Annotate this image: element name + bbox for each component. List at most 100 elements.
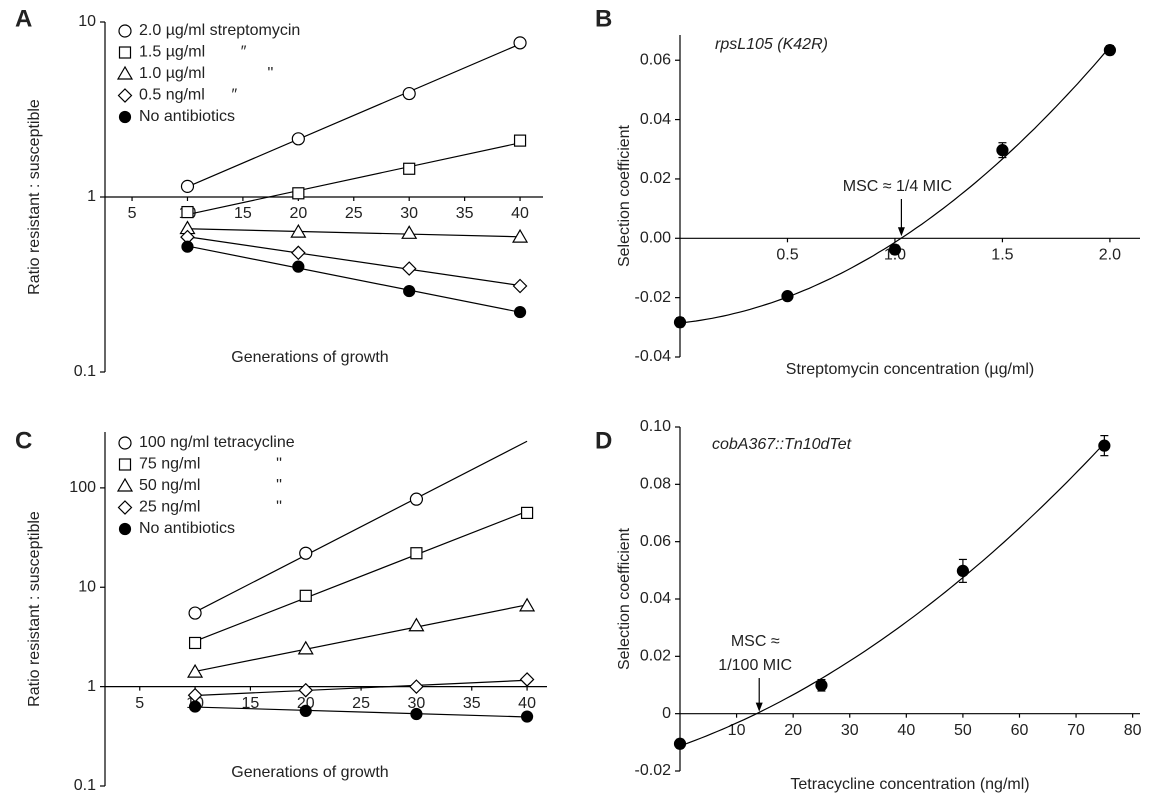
x-tick-label: 80 (1124, 722, 1142, 739)
marker (292, 187, 305, 200)
subtitle: rpsL105 (K42R) (715, 36, 828, 53)
legend-label: 25 ng/ml '' (139, 499, 282, 516)
panel-label: B (595, 5, 612, 32)
x-tick-label: 50 (954, 722, 972, 739)
marker (299, 589, 312, 602)
annotation: 1/100 MIC (718, 657, 792, 674)
y-axis-title: Selection coefficient (616, 527, 633, 670)
marker (403, 162, 416, 175)
x-tick-label: 40 (518, 695, 536, 712)
subtitle: cobA367::Tn10dTet (712, 436, 852, 453)
x-tick-label: 25 (345, 205, 363, 222)
marker (297, 640, 314, 655)
trend-line (194, 510, 528, 642)
marker (188, 700, 202, 713)
arrow-head (897, 227, 905, 237)
legend-marker (116, 477, 134, 492)
x-tick-label: 35 (456, 205, 474, 222)
trend-line (187, 236, 521, 287)
legend-marker (116, 65, 134, 80)
trend-line (194, 440, 528, 613)
marker (520, 710, 534, 723)
trend-line (195, 706, 528, 718)
x-tick-label: 70 (1067, 722, 1085, 739)
marker (1103, 44, 1117, 57)
marker (512, 278, 528, 294)
marker (410, 707, 423, 721)
x-tick-label: 40 (897, 722, 915, 739)
y-tick-label: -0.02 (635, 762, 672, 779)
marker (1098, 439, 1111, 452)
marker (409, 679, 424, 694)
marker (815, 679, 828, 692)
trend-line (187, 142, 521, 216)
y-tick-label: 0.02 (640, 648, 671, 665)
panel-label: D (595, 427, 612, 454)
marker (298, 682, 314, 698)
marker (290, 245, 306, 261)
y-tick-label: 0.00 (640, 230, 671, 247)
marker (956, 564, 970, 578)
marker (292, 260, 305, 273)
x-tick-label: 20 (289, 205, 307, 222)
marker (512, 228, 529, 243)
legend-label: 100 ng/ml tetracycline (139, 434, 295, 451)
marker (402, 86, 416, 101)
y-tick-label: 0.08 (640, 476, 671, 493)
y-tick-label: 1 (87, 678, 96, 695)
x-tick-label: 2.0 (1099, 247, 1121, 264)
marker (299, 704, 312, 717)
annotation: MSC ≈ 1/4 MIC (843, 178, 952, 195)
marker (188, 636, 202, 650)
y-tick-label: 0.10 (640, 418, 671, 435)
x-tick-label: 5 (135, 695, 144, 712)
y-tick-label: 0.06 (640, 51, 671, 68)
y-tick-label: 0.02 (640, 170, 671, 187)
x-tick-label: 15 (234, 205, 252, 222)
marker (187, 663, 204, 678)
legend-marker (117, 88, 133, 103)
x-axis-title: Generations of growth (231, 349, 388, 366)
x-axis-title: Tetracycline concentration (ng/ml) (790, 776, 1029, 793)
legend-marker (117, 500, 133, 515)
marker (410, 547, 423, 560)
legend-label: 1.0 µg/ml '' (139, 65, 273, 82)
arrow-head (755, 702, 763, 712)
y-tick-label: 0.06 (640, 533, 671, 550)
x-tick-label: 30 (400, 205, 418, 222)
legend-label: 1.5 µg/ml ″ (139, 44, 247, 61)
y-tick-label: 0.04 (640, 590, 671, 607)
marker (408, 617, 425, 632)
legend-marker (118, 24, 132, 38)
y-tick-label: 100 (69, 479, 96, 496)
legend-marker (118, 458, 132, 471)
legend-marker (118, 110, 132, 124)
y-axis-title: Selection coefficient (616, 124, 633, 267)
x-tick-label: 10 (728, 722, 746, 739)
marker (401, 261, 417, 276)
x-tick-label: 35 (463, 695, 481, 712)
fit-curve (679, 46, 1111, 324)
trend-line (187, 43, 521, 188)
marker (513, 305, 527, 319)
legend-label: No antibiotics (139, 108, 235, 125)
x-tick-label: 30 (408, 695, 426, 712)
y-axis-title: Ratio resistant : susceptible (26, 99, 43, 295)
x-tick-label: 0.5 (776, 247, 798, 264)
marker (519, 672, 535, 687)
marker (401, 225, 418, 239)
y-tick-label: 0.04 (640, 111, 671, 128)
fit-curve (679, 442, 1105, 747)
y-tick-label: -0.02 (635, 289, 672, 306)
marker (181, 205, 194, 219)
marker (520, 506, 534, 520)
legend-marker (118, 46, 132, 59)
y-tick-label: 10 (78, 13, 96, 30)
marker (290, 223, 307, 238)
marker (996, 144, 1009, 157)
legend-label: 75 ng/ml '' (139, 456, 282, 473)
panel-label: C (15, 427, 32, 454)
marker (180, 179, 195, 193)
y-tick-label: 0 (662, 705, 671, 722)
